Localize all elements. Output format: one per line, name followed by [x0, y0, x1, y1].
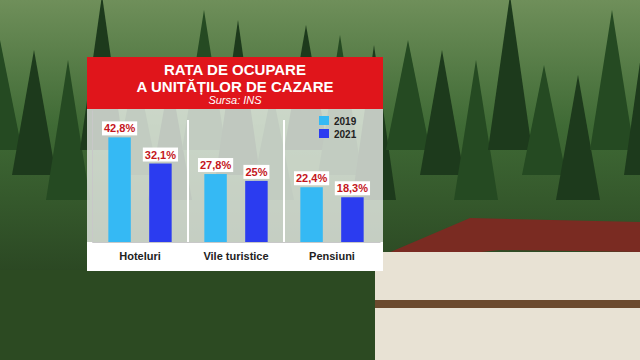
bar — [149, 164, 171, 242]
group-separator — [187, 120, 189, 271]
tree — [420, 50, 464, 175]
data-labels: 42,8% 27,8% 22,4% 32,1% 25% 18,3% — [102, 121, 370, 195]
x-tick-label: Hoteluri — [119, 250, 161, 262]
data-label-group: 27,8% — [198, 158, 233, 172]
y-axis-line — [92, 111, 93, 243]
data-label-box — [294, 171, 329, 185]
data-label-group: 32,1% — [143, 148, 178, 162]
chart-canvas: RATA DE OCUPAREA UNITĂȚILOR DE CAZARESur… — [0, 0, 640, 360]
title-line: A UNITĂȚILOR DE CAZARE — [137, 78, 334, 95]
category-strip — [87, 242, 383, 271]
data-label-box — [143, 148, 178, 162]
data-label-box — [243, 165, 269, 179]
x-tick: Vile turistice — [203, 242, 268, 262]
tree — [624, 20, 640, 175]
chalet-wall — [375, 252, 640, 360]
legend: 2019 2021 — [319, 116, 357, 140]
bar — [341, 197, 363, 242]
data-label-box — [198, 158, 233, 172]
data-label-group: 42,8% — [102, 121, 137, 135]
x-tick: Hoteluri — [119, 242, 161, 262]
tree — [488, 0, 532, 150]
data-label: 22,4% — [296, 172, 327, 184]
data-label-group: 25% — [243, 165, 269, 179]
legend-swatch — [319, 116, 329, 125]
x-tick: Pensiuni — [309, 242, 355, 262]
legend-label: 2021 — [334, 129, 357, 140]
x-tick-label: Vile turistice — [203, 250, 268, 262]
bar — [245, 181, 267, 242]
chart-title: RATA DE OCUPAREA UNITĂȚILOR DE CAZARE — [137, 61, 334, 95]
data-label: 42,8% — [104, 122, 135, 134]
x-tick-label: Pensiuni — [309, 250, 355, 262]
legend-swatch — [319, 129, 329, 138]
bar — [108, 137, 130, 242]
tree — [386, 40, 430, 150]
data-label: 32,1% — [145, 149, 176, 161]
legend-label: 2019 — [334, 116, 357, 127]
tree — [0, 40, 22, 150]
tree — [522, 65, 566, 175]
x-axis: Hoteluri Vile turistice Pensiuni — [93, 242, 381, 262]
data-label-box — [335, 181, 370, 195]
y-axis — [92, 111, 93, 243]
chart-panel — [87, 57, 383, 271]
tree — [590, 10, 634, 150]
scenery — [0, 0, 640, 360]
data-label-group: 18,3% — [335, 181, 370, 195]
bar — [300, 187, 322, 242]
data-label: 18,3% — [337, 182, 368, 194]
bar — [204, 174, 226, 242]
data-label-group: 22,4% — [294, 171, 329, 185]
group-separator — [283, 120, 285, 271]
x-axis-line — [93, 242, 381, 243]
data-label: 27,8% — [200, 159, 231, 171]
chalet-balcony — [375, 300, 640, 308]
data-label-box — [102, 121, 137, 135]
title-line: RATA DE OCUPARE — [164, 61, 306, 78]
tree — [12, 50, 56, 175]
title-banner — [87, 57, 383, 109]
data-label: 25% — [245, 166, 267, 178]
bars — [108, 137, 363, 242]
chart-subtitle: Sursa: INS — [208, 94, 262, 106]
